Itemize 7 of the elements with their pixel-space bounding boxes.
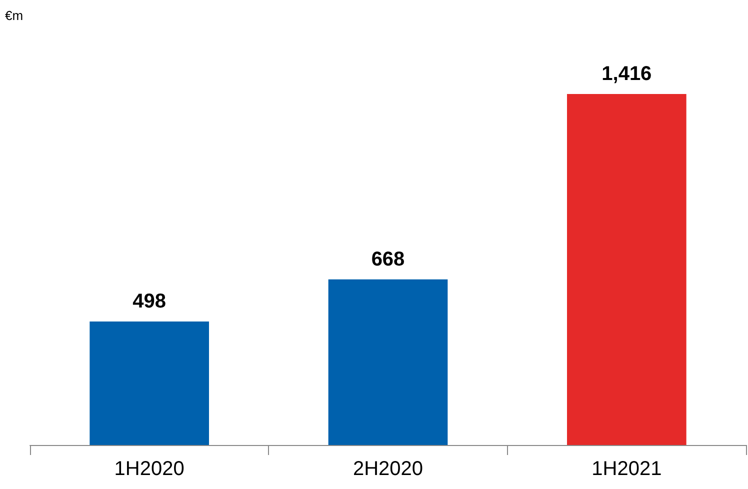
- chart-title: €m: [5, 8, 24, 23]
- x-tick-label: 2H2020: [352, 458, 424, 480]
- data-label: 498: [132, 290, 166, 313]
- data-label: 668: [371, 248, 405, 270]
- x-tick-label: 1H2021: [592, 458, 662, 480]
- data-label: 1,416: [602, 63, 652, 85]
- x-tick-label: 1H2020: [114, 458, 184, 480]
